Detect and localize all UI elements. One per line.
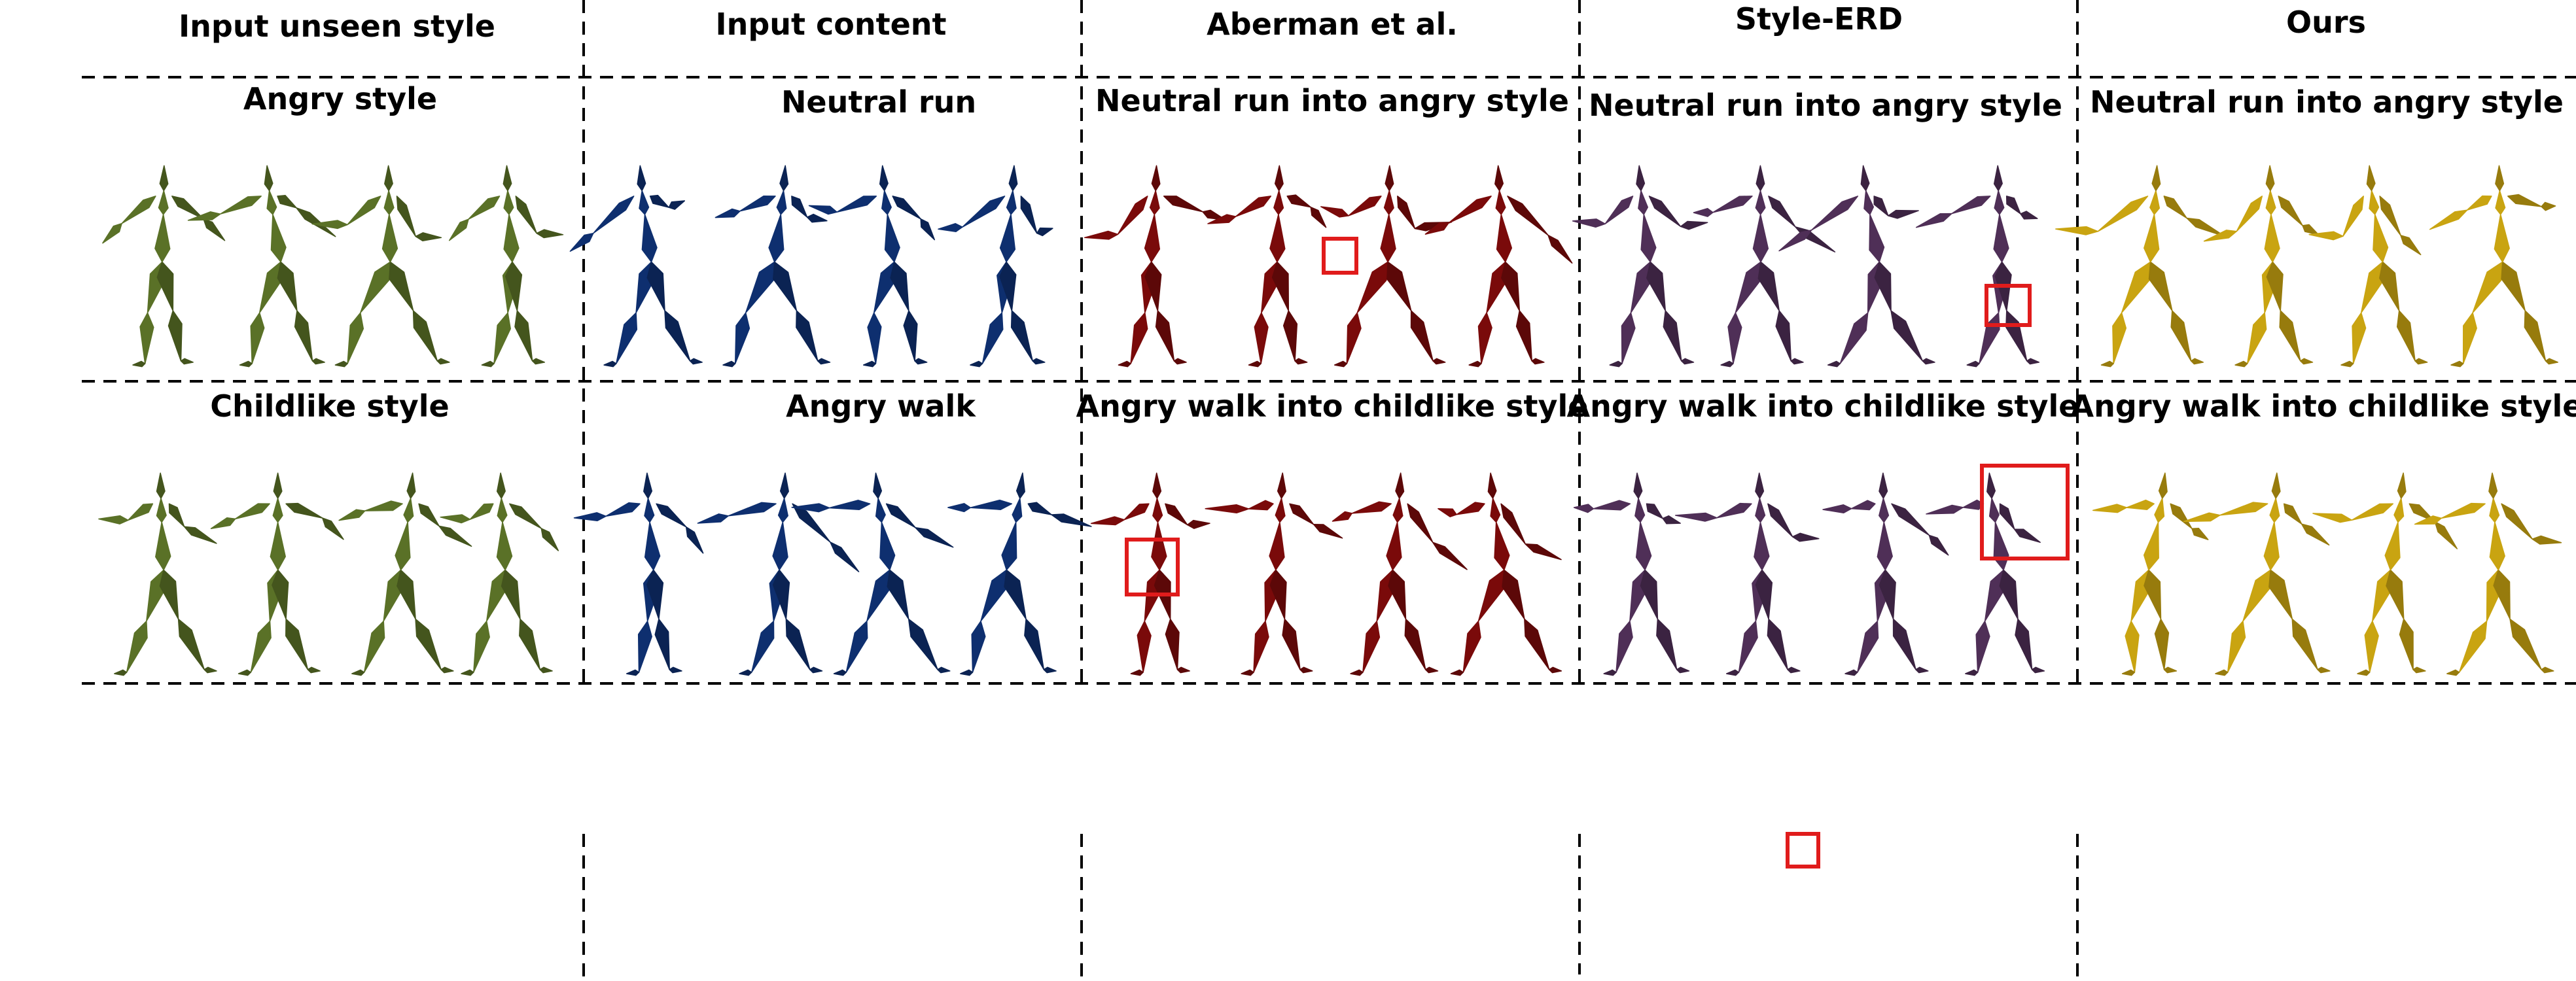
column-header-style-erd: Style-ERD (1735, 1, 1903, 37)
skeleton-ours-row1-2 (2203, 165, 2320, 368)
skeleton-style-row1-4 (448, 165, 564, 368)
skeleton-style-row1-3 (311, 165, 450, 368)
skeleton-erd-row1-1 (1572, 165, 1708, 368)
skeleton-content-row1-2 (715, 165, 831, 368)
skeleton-ours-row2-3 (2312, 472, 2458, 676)
skeleton-erd-row2-3 (1822, 472, 1949, 676)
skeleton-aberman-row1-3 (1320, 165, 1453, 368)
cell-title-r1-ours: Neutral run into angry style (2090, 84, 2564, 120)
skeleton-style-row1-2 (187, 165, 336, 368)
skeleton-content-row1-1 (569, 165, 703, 368)
skeleton-ours-row1-4 (2429, 165, 2559, 368)
cell-title-r1-style: Angry style (243, 81, 437, 116)
skeleton-style-row1-1 (102, 165, 226, 368)
skeleton-aberman-row2-2 (1205, 472, 1343, 676)
cell-title-r1-erd: Neutral run into angry style (1589, 88, 2062, 123)
column-headers: Input unseen style Input content Aberman… (179, 1, 2366, 44)
skeleton-aberman-row2-4 (1438, 472, 1562, 676)
skeleton-content-row1-3 (808, 165, 936, 368)
highlight-box-erd-run (1985, 284, 2032, 327)
skeleton-style-row2-1 (98, 472, 217, 676)
cell-title-r2-style: Childlike style (210, 388, 449, 424)
skeleton-aberman-row2-3 (1332, 472, 1468, 676)
skeleton-erd-row2-2 (1674, 472, 1820, 676)
skeleton-content-row2-3 (791, 472, 954, 676)
cell-title-r2-ours: Angry walk into childlike style (2071, 388, 2576, 424)
column-header-ours: Ours (2286, 5, 2366, 40)
skeleton-ours-row2-2 (2183, 472, 2331, 676)
cell-title-r1-aberman: Neutral run into angry style (1095, 83, 1569, 118)
skeleton-content-row2-2 (697, 472, 860, 676)
cell-title-r1-content: Neutral run (781, 84, 976, 120)
row-2-titles: Childlike style Angry walk Angry walk in… (210, 388, 2576, 424)
highlight-boxes (1125, 237, 2070, 869)
skeleton-content-row2-1 (573, 472, 704, 676)
column-header-aberman: Aberman et al. (1207, 7, 1458, 42)
skeleton-aberman-row1-2 (1207, 165, 1327, 368)
skeleton-erd-row1-3 (1778, 165, 1935, 368)
highlight-box-aberman-walk (1125, 538, 1180, 596)
row-1-titles: Angry style Neutral run Neutral run into… (243, 81, 2564, 123)
skeleton-content-row1-4 (938, 165, 1053, 368)
skeleton-ours-row2-4 (2414, 472, 2562, 676)
column-header-content: Input content (715, 7, 946, 42)
column-header-style: Input unseen style (179, 9, 495, 44)
skeleton-content-row2-4 (947, 472, 1092, 676)
skeleton-ours-row1-1 (2055, 165, 2226, 368)
skeleton-aberman-row1-1 (1084, 165, 1226, 368)
skeleton-aberman-row2-1 (1090, 472, 1210, 676)
skeleton-figures (98, 165, 2562, 676)
cell-title-r2-erd: Angry walk into childlike style (1567, 388, 2079, 424)
skeleton-ours-row2-1 (2092, 472, 2209, 676)
grid-lines (82, 0, 2576, 981)
skeleton-erd-row2-1 (1573, 472, 1690, 676)
highlight-box-aberman-run (1322, 237, 1358, 275)
skeleton-style-row2-2 (210, 472, 344, 676)
cell-title-r2-aberman: Angry walk into childlike style (1076, 388, 1589, 424)
skeleton-style-row2-3 (338, 472, 472, 676)
skeleton-style-row2-4 (440, 472, 559, 676)
highlight-box-erd-walk (1980, 464, 2070, 560)
skeleton-aberman-row1-4 (1424, 165, 1573, 368)
cell-title-r2-content: Angry walk (786, 388, 976, 424)
skeleton-erd-row2-4 (1926, 472, 2045, 676)
skeleton-ours-row1-3 (2308, 165, 2428, 368)
skeleton-erd-row1-2 (1693, 165, 1836, 368)
highlight-box-stray (1786, 832, 1820, 869)
skeleton-erd-row1-4 (1915, 165, 2040, 368)
